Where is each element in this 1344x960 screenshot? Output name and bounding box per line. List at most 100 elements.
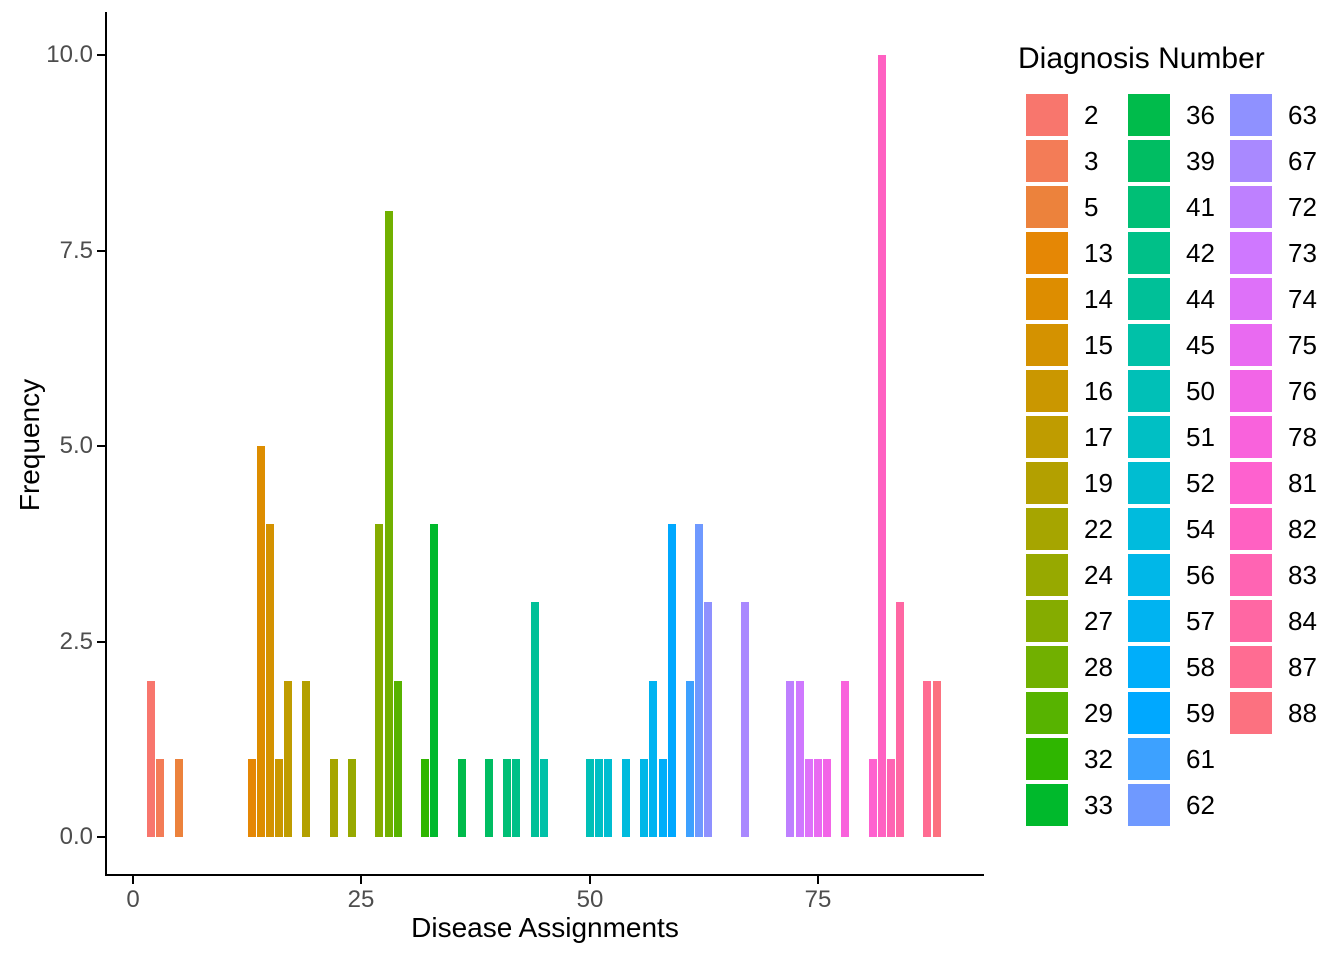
legend-label: 78	[1288, 421, 1317, 452]
legend-swatch	[1128, 508, 1170, 550]
legend-label: 28	[1084, 651, 1113, 682]
legend-label: 83	[1288, 559, 1317, 590]
legend-entry: 84	[1230, 600, 1332, 642]
legend-swatch	[1230, 462, 1272, 504]
legend-entry: 15	[1026, 324, 1128, 366]
legend-entry: 3	[1026, 140, 1128, 182]
y-tick-label: 2.5	[59, 628, 93, 655]
legend-label: 2	[1084, 99, 1099, 130]
bar-diagnosis-29	[394, 681, 402, 837]
bar-diagnosis-57	[649, 681, 657, 837]
y-tick	[97, 836, 105, 838]
legend-label: 32	[1084, 743, 1113, 774]
bar-diagnosis-76	[823, 759, 831, 837]
legend-entry: 2	[1026, 94, 1128, 136]
legend-label: 72	[1288, 191, 1317, 222]
bar-diagnosis-67	[741, 602, 749, 837]
legend-entry: 87	[1230, 646, 1332, 688]
legend-swatch	[1026, 508, 1068, 550]
bar-diagnosis-16	[275, 759, 283, 837]
bar-diagnosis-74	[805, 759, 813, 837]
bar-diagnosis-61	[686, 681, 694, 837]
bar-diagnosis-32	[421, 759, 429, 837]
legend-swatch	[1230, 416, 1272, 458]
legend-swatch	[1026, 232, 1068, 274]
y-tick	[97, 445, 105, 447]
legend-swatch	[1026, 140, 1068, 182]
legend-label: 54	[1186, 513, 1215, 544]
bar-diagnosis-88	[933, 681, 941, 837]
legend-swatch	[1128, 416, 1170, 458]
legend-label: 87	[1288, 651, 1317, 682]
legend-swatch	[1026, 186, 1068, 228]
legend-label: 52	[1186, 467, 1215, 498]
x-axis-line	[105, 874, 984, 876]
legend-entry: 44	[1128, 278, 1230, 320]
legend-swatch	[1128, 140, 1170, 182]
legend-entry: 39	[1128, 140, 1230, 182]
legend-label: 63	[1288, 99, 1317, 130]
legend-swatch	[1128, 646, 1170, 688]
legend-entry: 72	[1230, 186, 1332, 228]
legend-entry: 22	[1026, 508, 1128, 550]
legend-swatch	[1128, 370, 1170, 412]
y-tick-label: 5.0	[59, 432, 93, 459]
legend-label: 13	[1084, 237, 1113, 268]
bar-diagnosis-39	[485, 759, 493, 837]
bar-diagnosis-56	[640, 759, 648, 837]
bar-diagnosis-33	[430, 524, 438, 837]
bar-diagnosis-50	[586, 759, 594, 837]
legend-label: 17	[1084, 421, 1113, 452]
legend-swatch	[1128, 232, 1170, 274]
legend-label: 5	[1084, 191, 1099, 222]
bar-diagnosis-45	[540, 759, 548, 837]
bar-diagnosis-3	[156, 759, 164, 837]
legend-entry: 36	[1128, 94, 1230, 136]
legend-title: Diagnosis Number	[1018, 42, 1265, 75]
legend-label: 27	[1084, 605, 1113, 636]
legend: Diagnosis Number 2 3 5 13 14 15 16 17 19 22 24 27 28…	[1018, 42, 1332, 830]
legend-label: 59	[1186, 697, 1215, 728]
legend-label: 88	[1288, 697, 1317, 728]
x-tick-label: 50	[576, 886, 604, 913]
x-tick	[132, 876, 134, 884]
legend-label: 45	[1186, 329, 1215, 360]
bar-diagnosis-87	[923, 681, 931, 837]
legend-entry: 78	[1230, 416, 1332, 458]
legend-entry: 50	[1128, 370, 1230, 412]
legend-entry: 13	[1026, 232, 1128, 274]
legend-entry: 67	[1230, 140, 1332, 182]
legend-entry: 75	[1230, 324, 1332, 366]
legend-entry: 88	[1230, 692, 1332, 734]
legend-swatch	[1026, 738, 1068, 780]
legend-label: 50	[1186, 375, 1215, 406]
legend-swatch	[1128, 278, 1170, 320]
x-tick-label: 25	[347, 886, 375, 913]
legend-swatch	[1026, 462, 1068, 504]
y-tick-label: 10.0	[46, 41, 93, 68]
legend-entry: 52	[1128, 462, 1230, 504]
legend-entry: 82	[1230, 508, 1332, 550]
legend-swatch	[1230, 508, 1272, 550]
y-axis-title: Frequency	[14, 378, 45, 512]
legend-entry: 24	[1026, 554, 1128, 596]
legend-label: 57	[1186, 605, 1215, 636]
legend-label: 74	[1288, 283, 1317, 314]
legend-swatch	[1230, 554, 1272, 596]
legend-swatch	[1128, 784, 1170, 826]
y-tick	[97, 54, 105, 56]
legend-swatch	[1230, 370, 1272, 412]
bar-diagnosis-52	[604, 759, 612, 837]
legend-swatch	[1128, 692, 1170, 734]
legend-swatch	[1128, 600, 1170, 642]
legend-entry: 62	[1128, 784, 1230, 826]
bar-diagnosis-78	[841, 681, 849, 837]
legend-entry: 29	[1026, 692, 1128, 734]
legend-swatch	[1026, 784, 1068, 826]
legend-swatch	[1230, 646, 1272, 688]
legend-swatch	[1026, 554, 1068, 596]
legend-swatch	[1128, 738, 1170, 780]
legend-label: 39	[1186, 145, 1215, 176]
legend-label: 58	[1186, 651, 1215, 682]
